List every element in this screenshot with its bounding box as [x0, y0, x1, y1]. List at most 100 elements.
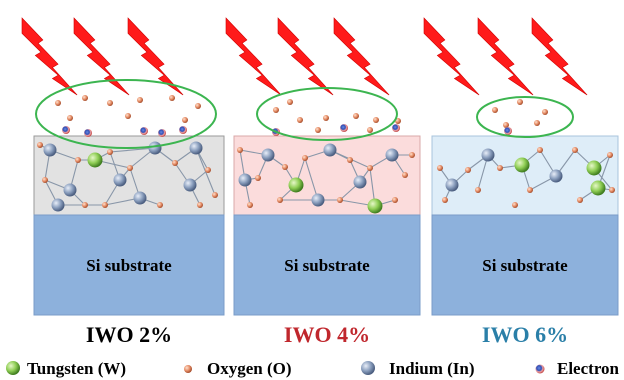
lightning-bolt-icon [21, 17, 78, 96]
tungsten-atom [586, 160, 602, 176]
lightning-bolt-icon [423, 17, 480, 96]
indium-atom [549, 169, 563, 183]
oxygen-atom [127, 165, 133, 171]
oxygen-atom [475, 187, 481, 193]
bond-line [109, 147, 156, 153]
oxygen-atom [169, 95, 175, 101]
oxygen-atom [315, 127, 321, 133]
oxygen-atom [373, 117, 379, 123]
surface-ellipses [35, 79, 574, 149]
indium-atom [385, 148, 399, 162]
oxygen-atom [537, 147, 543, 153]
indium-atom [113, 173, 127, 187]
indium-atom [148, 141, 162, 155]
oxygen-atom [107, 100, 113, 106]
lightning-bolt-icon [531, 17, 588, 96]
legend-label-tungsten: Tungsten (W) [27, 359, 126, 378]
oxygen-atom [367, 127, 373, 133]
electron [340, 124, 348, 132]
tungsten-atom [514, 157, 530, 173]
panel-title: IWO 6% [482, 322, 568, 347]
oxygen-atom [82, 95, 88, 101]
indium-icon [361, 361, 375, 375]
legend-label-indium: Indium (In) [389, 359, 475, 378]
oxygen-atom [392, 197, 398, 203]
panel-iwo-6: Si substrate IWO 6% [431, 135, 619, 347]
electron-icon [535, 364, 545, 374]
indium-atom [481, 148, 495, 162]
oxygen-atom [323, 115, 329, 121]
oxygen-atom [55, 100, 61, 106]
panel-title: IWO 2% [86, 322, 172, 347]
oxygen-atom [367, 165, 373, 171]
electron [158, 129, 166, 137]
oxygen-atom [465, 167, 471, 173]
atoms [37, 95, 615, 214]
indium-atom [43, 143, 57, 157]
electron [504, 127, 512, 135]
oxygen-atom [255, 175, 261, 181]
oxygen-atom [442, 197, 448, 203]
indium-atom [133, 191, 147, 205]
indium-atom [261, 148, 275, 162]
oxygen-atom [37, 142, 43, 148]
oxygen-atom [512, 202, 518, 208]
electron [179, 126, 187, 134]
oxygen-atom [437, 165, 443, 171]
oxygen-atom [497, 165, 503, 171]
indium-atom [323, 143, 337, 157]
tungsten-atom [288, 177, 304, 193]
indium-atom [183, 178, 197, 192]
lightning-bolt-icon [73, 17, 130, 96]
oxygen-atom [125, 113, 131, 119]
oxygen-atom [534, 120, 540, 126]
oxygen-atom [82, 202, 88, 208]
tungsten-icon [6, 361, 20, 375]
substrate-label: Si substrate [482, 256, 568, 275]
oxygen-atom [197, 202, 203, 208]
electron [392, 124, 400, 132]
oxygen-atom [577, 197, 583, 203]
oxygen-atom [182, 117, 188, 123]
lightning-bolt-icon [127, 17, 184, 96]
electron [62, 126, 70, 134]
lightning-bolt-icon [277, 17, 334, 96]
oxygen-atom [282, 164, 288, 170]
oxygen-atom [302, 155, 308, 161]
oxygen-atom [287, 99, 293, 105]
si-substrate [431, 214, 619, 316]
oxygen-atom [492, 107, 498, 113]
indium-atom [353, 175, 367, 189]
oxygen-atom [503, 122, 509, 128]
surface-ellipse [35, 79, 217, 149]
oxygen-atom [347, 157, 353, 163]
oxygen-atom [517, 99, 523, 105]
oxygen-atom [353, 113, 359, 119]
lightning-bolt-icon [333, 17, 390, 96]
oxygen-atom [172, 160, 178, 166]
indium-atom [51, 198, 65, 212]
electron [84, 129, 92, 137]
oxygen-icon [184, 365, 192, 373]
panel-iwo-4: Si substrate IWO 4% [233, 135, 421, 347]
oxygen-atom [67, 115, 73, 121]
legend-label-electron: Electron [557, 359, 620, 378]
bond-line [304, 157, 319, 201]
legend-label-oxygen: Oxygen (O) [207, 359, 292, 378]
lightning-bolt-icon [477, 17, 534, 96]
indium-atom [311, 193, 325, 207]
light-bolts [21, 17, 588, 96]
oxygen-atom [42, 177, 48, 183]
oxygen-atom [409, 152, 415, 158]
oxygen-atom [157, 202, 163, 208]
substrate-label: Si substrate [86, 256, 172, 275]
oxygen-atom [205, 167, 211, 173]
oxygen-atom [137, 97, 143, 103]
tungsten-atom [87, 152, 103, 168]
oxygen-atom [277, 197, 283, 203]
legend: Tungsten (W) Oxygen (O) Indium (In) Elec… [6, 359, 620, 378]
si-substrate [233, 214, 421, 316]
tungsten-atom [590, 180, 606, 196]
oxygen-atom [107, 149, 113, 155]
